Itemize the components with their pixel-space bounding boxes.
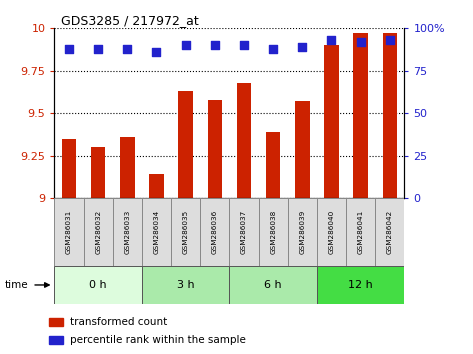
FancyBboxPatch shape <box>113 198 142 266</box>
FancyBboxPatch shape <box>229 266 317 304</box>
Text: GSM286036: GSM286036 <box>212 210 218 254</box>
FancyBboxPatch shape <box>259 198 288 266</box>
Bar <box>208 100 222 198</box>
FancyBboxPatch shape <box>54 266 142 304</box>
Text: GSM286042: GSM286042 <box>387 210 393 254</box>
Text: GSM286041: GSM286041 <box>358 210 364 254</box>
FancyBboxPatch shape <box>171 198 200 266</box>
Bar <box>49 318 63 326</box>
Point <box>65 46 73 52</box>
Point <box>357 39 364 45</box>
FancyBboxPatch shape <box>346 198 375 266</box>
Text: percentile rank within the sample: percentile rank within the sample <box>70 335 246 345</box>
Point <box>386 38 394 43</box>
FancyBboxPatch shape <box>200 198 229 266</box>
FancyBboxPatch shape <box>54 198 84 266</box>
Text: 6 h: 6 h <box>264 280 282 290</box>
Text: 3 h: 3 h <box>177 280 194 290</box>
Text: GDS3285 / 217972_at: GDS3285 / 217972_at <box>61 14 199 27</box>
Point <box>240 42 248 48</box>
Point <box>211 42 219 48</box>
Bar <box>383 33 397 198</box>
FancyBboxPatch shape <box>142 198 171 266</box>
Text: GSM286040: GSM286040 <box>328 210 334 254</box>
Point <box>269 46 277 52</box>
FancyBboxPatch shape <box>229 198 259 266</box>
Bar <box>353 33 368 198</box>
FancyBboxPatch shape <box>317 198 346 266</box>
Text: GSM286032: GSM286032 <box>95 210 101 254</box>
FancyBboxPatch shape <box>375 198 404 266</box>
Bar <box>295 101 310 198</box>
Point <box>328 38 335 43</box>
Bar <box>149 175 164 198</box>
FancyBboxPatch shape <box>84 198 113 266</box>
Text: time: time <box>5 280 28 290</box>
Bar <box>324 45 339 198</box>
Text: GSM286037: GSM286037 <box>241 210 247 254</box>
Text: GSM286035: GSM286035 <box>183 210 189 254</box>
Text: GSM286039: GSM286039 <box>299 210 306 254</box>
Bar <box>236 83 251 198</box>
Point <box>298 44 306 50</box>
Point <box>182 42 189 48</box>
FancyBboxPatch shape <box>317 266 404 304</box>
Text: 0 h: 0 h <box>89 280 107 290</box>
Text: GSM286034: GSM286034 <box>153 210 159 254</box>
Point <box>153 49 160 55</box>
Bar <box>91 147 105 198</box>
Point <box>94 46 102 52</box>
Text: transformed count: transformed count <box>70 316 167 327</box>
Text: GSM286033: GSM286033 <box>124 210 131 254</box>
Bar <box>266 132 280 198</box>
Point <box>123 46 131 52</box>
Text: 12 h: 12 h <box>348 280 373 290</box>
Bar <box>49 336 63 344</box>
Text: GSM286038: GSM286038 <box>270 210 276 254</box>
FancyBboxPatch shape <box>142 266 229 304</box>
Text: GSM286031: GSM286031 <box>66 210 72 254</box>
Bar <box>178 91 193 198</box>
FancyBboxPatch shape <box>288 198 317 266</box>
Bar <box>61 139 76 198</box>
Bar <box>120 137 135 198</box>
